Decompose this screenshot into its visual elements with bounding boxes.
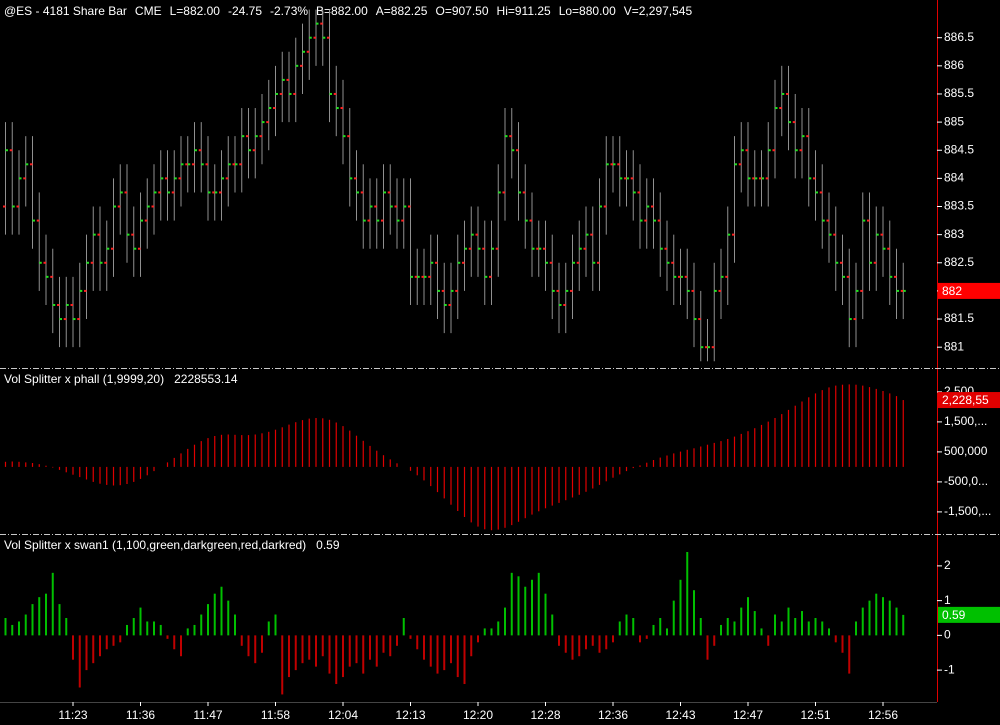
header-item: -2.73% bbox=[270, 4, 308, 18]
y-tick-label: 883 bbox=[944, 227, 964, 241]
y-tick-label: 2 bbox=[944, 558, 951, 572]
x-tick-label: 11:36 bbox=[126, 708, 155, 722]
header-item: Hi=911.25 bbox=[497, 4, 551, 18]
header-item: V=2,297,545 bbox=[624, 4, 693, 18]
y-tick-label: 885 bbox=[944, 114, 964, 128]
x-tick-label: 12:13 bbox=[395, 708, 425, 722]
y-tick-label: 883.5 bbox=[944, 199, 974, 213]
y-tick-label: 881 bbox=[944, 339, 964, 353]
x-tick-label: 12:51 bbox=[800, 708, 830, 722]
x-tick-label: 12:04 bbox=[328, 708, 358, 722]
y-tick-label: 0 bbox=[944, 628, 951, 642]
header-item: B=882.00 bbox=[316, 4, 368, 18]
y-tick-label: -500,0... bbox=[944, 474, 988, 488]
x-tick-label: 12:28 bbox=[530, 708, 560, 722]
panel-title: Vol Splitter x phall (1,9999,20) bbox=[4, 372, 164, 386]
y-tick-label: 882.5 bbox=[944, 255, 974, 269]
header-item: Lo=880.00 bbox=[559, 4, 616, 18]
y-tick-label: 885.5 bbox=[944, 86, 974, 100]
header-item: CME bbox=[135, 4, 162, 18]
header-item: -24.75 bbox=[228, 4, 262, 18]
x-tick-label: 11:23 bbox=[58, 708, 87, 722]
value-box-label: 882 bbox=[942, 284, 962, 298]
header-item: O=907.50 bbox=[435, 4, 488, 18]
y-tick-label: 881.5 bbox=[944, 311, 974, 325]
x-tick-label: 11:47 bbox=[193, 708, 222, 722]
x-tick-label: 12:43 bbox=[665, 708, 695, 722]
y-tick-label: 1 bbox=[944, 593, 951, 607]
value-box bbox=[938, 282, 1000, 299]
value-box bbox=[938, 392, 1000, 409]
y-tick-label: 1,500,... bbox=[944, 414, 987, 428]
header-item: A=882.25 bbox=[376, 4, 428, 18]
x-tick-label: 12:36 bbox=[598, 708, 628, 722]
panel-title: Vol Splitter x swan1 (1,100,green,darkgr… bbox=[4, 538, 306, 552]
y-tick-label: 884.5 bbox=[944, 142, 974, 156]
y-tick-label: -1,500,... bbox=[944, 504, 991, 518]
header-item: L=882.00 bbox=[170, 4, 221, 18]
y-tick-label: 884 bbox=[944, 171, 964, 185]
panel-value: 0.59 bbox=[316, 538, 340, 552]
y-tick-label: -1 bbox=[944, 662, 955, 676]
panel-value: 2228553.14 bbox=[174, 372, 238, 386]
value-box bbox=[938, 606, 1000, 623]
value-box-label: 2,228,55 bbox=[942, 393, 989, 407]
x-tick-label: 11:58 bbox=[261, 708, 290, 722]
y-tick-label: 886 bbox=[944, 58, 964, 72]
header-item: @ES - 4181 Share Bar bbox=[4, 4, 127, 18]
x-tick-label: 12:20 bbox=[463, 708, 493, 722]
y-tick-label: 500,000 bbox=[944, 444, 988, 458]
value-box-label: 0.59 bbox=[942, 608, 966, 622]
x-tick-label: 12:56 bbox=[868, 708, 898, 722]
y-tick-label: 886.5 bbox=[944, 30, 974, 44]
x-tick-label: 12:47 bbox=[733, 708, 763, 722]
